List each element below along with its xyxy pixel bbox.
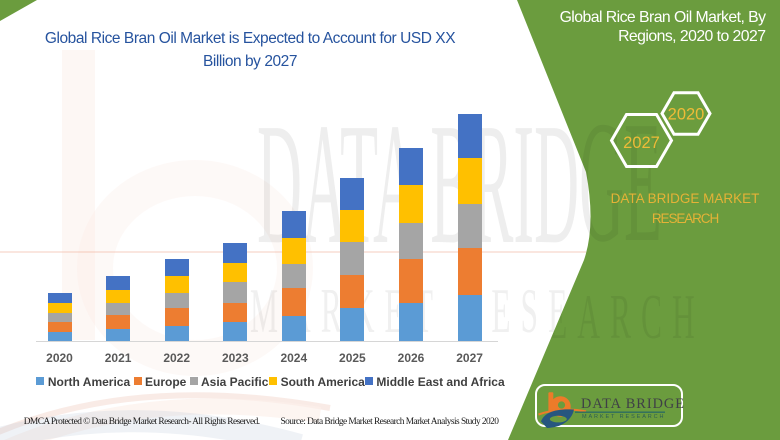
svg-text:DATA BRIDGE: DATA BRIDGE [581, 396, 685, 412]
svg-text:2027: 2027 [623, 134, 660, 152]
svg-text:MARKET RESEARCH: MARKET RESEARCH [582, 414, 665, 420]
svg-text:2020: 2020 [668, 106, 705, 124]
